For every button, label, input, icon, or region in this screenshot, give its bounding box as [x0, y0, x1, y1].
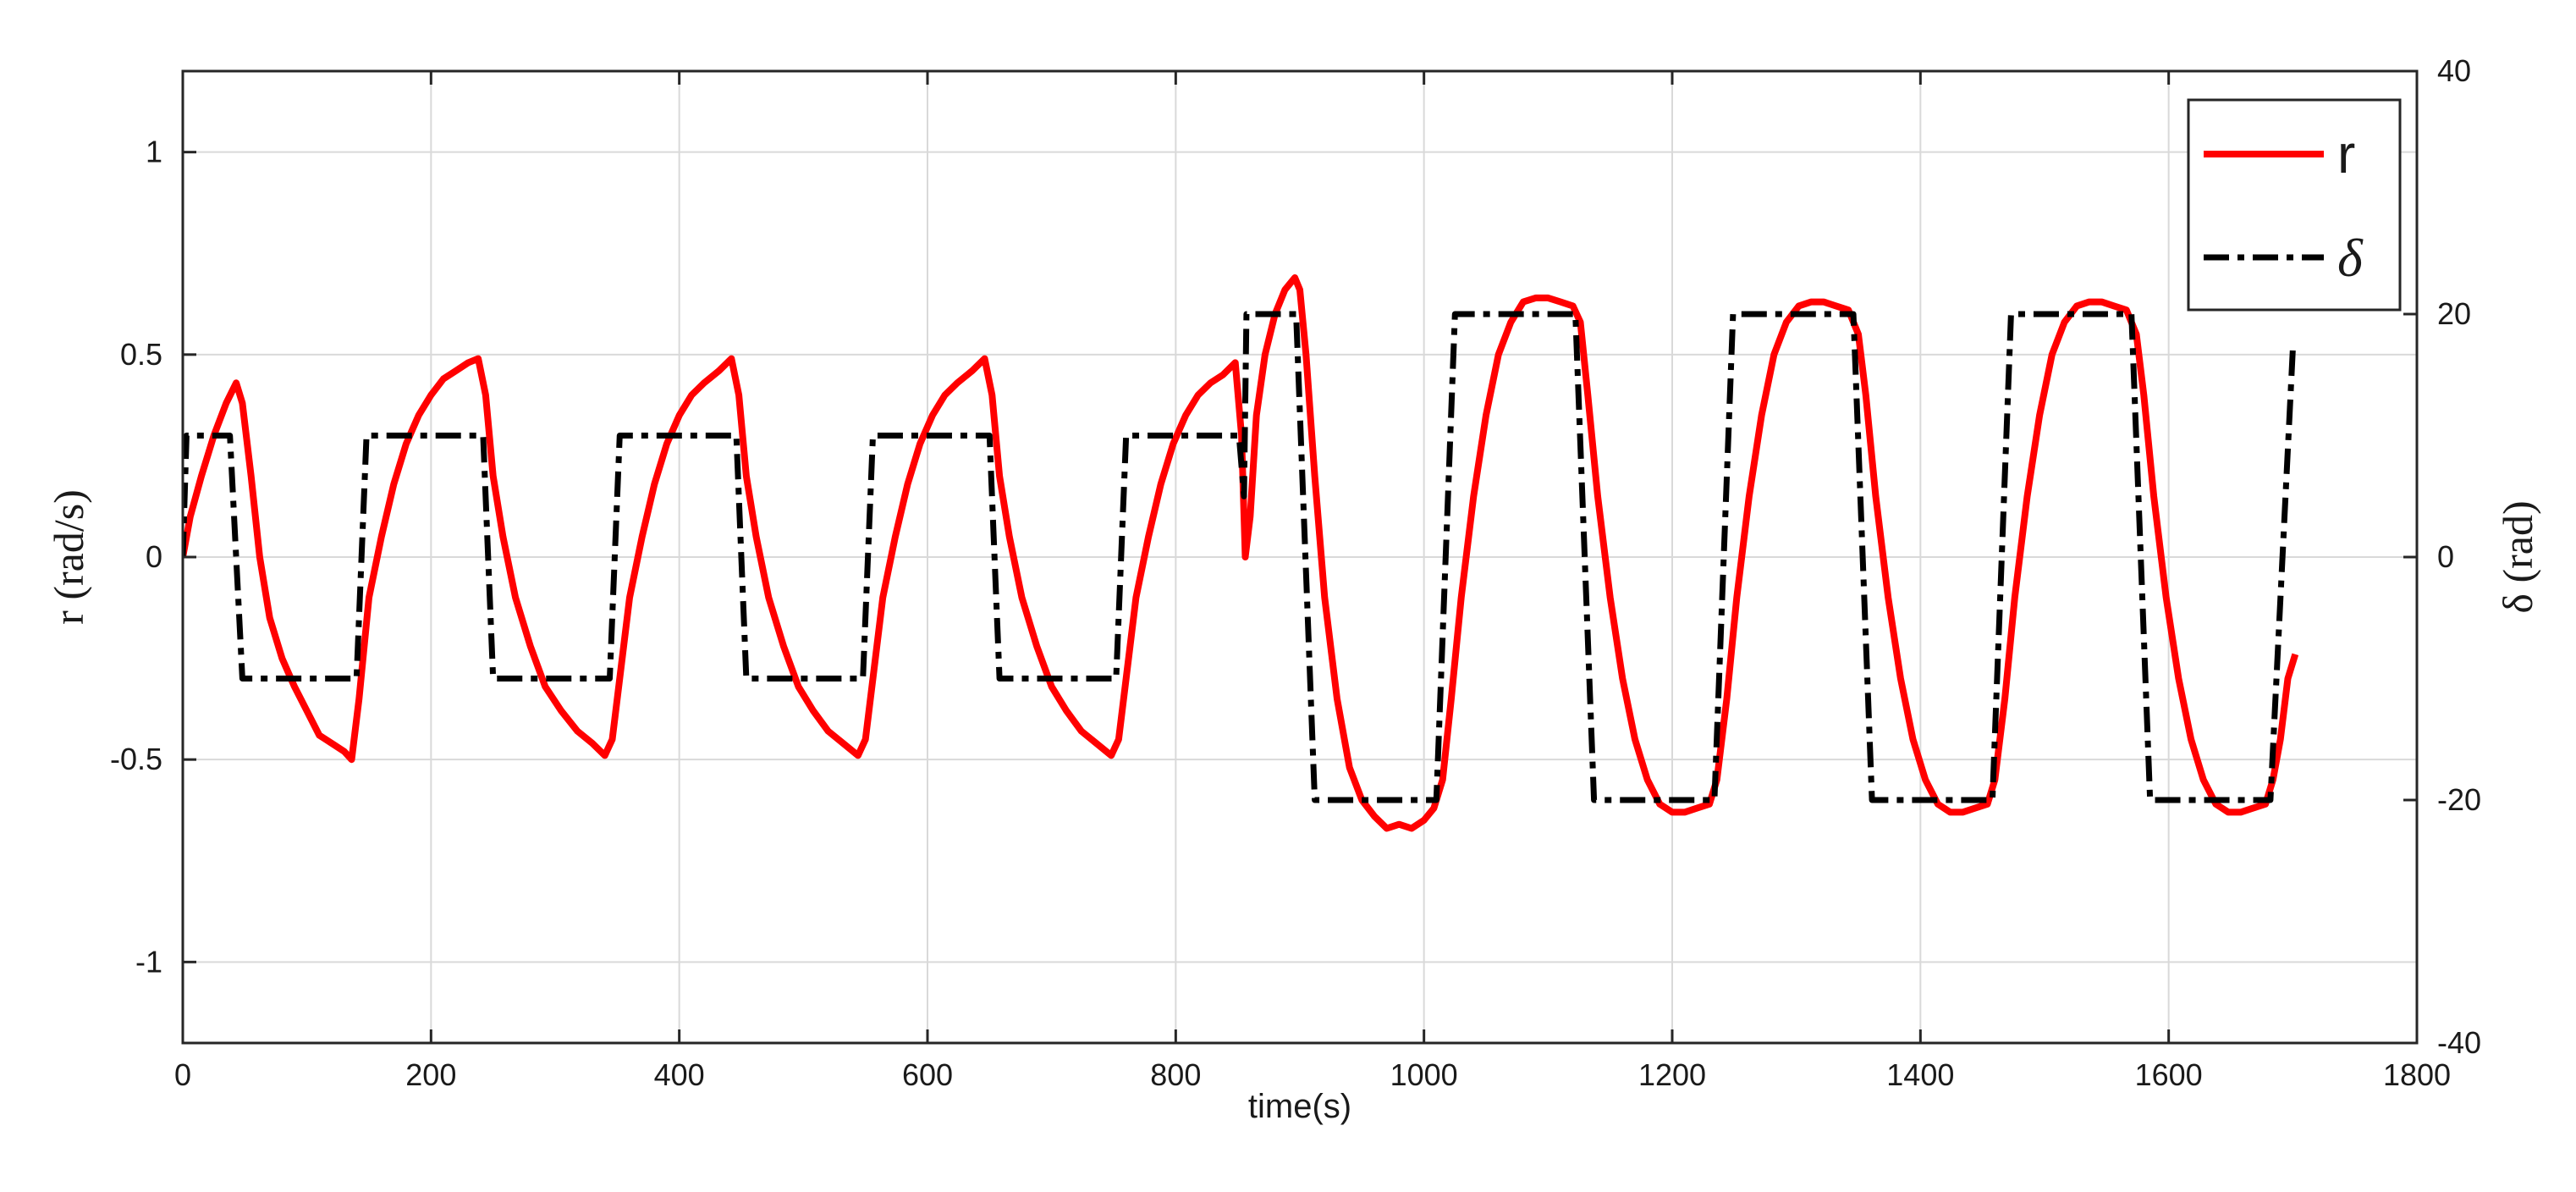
y-right-tick-label: -40 [2437, 1025, 2481, 1060]
x-tick-label: 1600 [2135, 1057, 2203, 1092]
y-left-tick-label: 0.5 [120, 337, 162, 372]
y-left-tick-label: 0 [146, 539, 162, 574]
y-right-tick-label: 0 [2437, 539, 2454, 574]
y-right-tick-label: -20 [2437, 782, 2481, 817]
y-left-tick-label: -0.5 [110, 742, 162, 776]
x-tick-label: 1200 [1638, 1057, 1706, 1092]
x-tick-label: 400 [654, 1057, 705, 1092]
y-left-axis-title: r (rad/s) [45, 489, 92, 625]
legend-label-r: r [2337, 124, 2355, 185]
legend: r δ [2187, 98, 2402, 312]
tick-labels: 0 200 400 600 800 1000 1200 1400 1600 1800-1-0.50… [110, 53, 2481, 1092]
x-tick-label: 800 [1150, 1057, 1201, 1092]
y-right-tick-label: 20 [2437, 296, 2471, 331]
ticks [181, 69, 2419, 1045]
x-tick-label: 1400 [1886, 1057, 1954, 1092]
series-layer [183, 274, 2299, 832]
grid [183, 71, 2417, 1043]
x-tick-label: 1800 [2383, 1057, 2451, 1092]
x-axis-title: time(s) [1248, 1088, 1351, 1125]
x-tick-label: 200 [405, 1057, 456, 1092]
legend-label-delta: δ [2337, 228, 2364, 288]
legend-box [2187, 98, 2402, 312]
y-left-tick-label: -1 [135, 944, 162, 979]
y-right-axis-title: δ (rad) [2494, 500, 2541, 613]
x-tick-label: 600 [902, 1057, 953, 1092]
series-r-line [183, 274, 2299, 832]
y-left-tick-label: 1 [146, 135, 162, 169]
y-right-tick-label: 40 [2437, 53, 2471, 88]
series-delta-line [183, 311, 2296, 803]
x-tick-label: 1000 [1390, 1057, 1458, 1092]
x-tick-label: 0 [174, 1057, 191, 1092]
